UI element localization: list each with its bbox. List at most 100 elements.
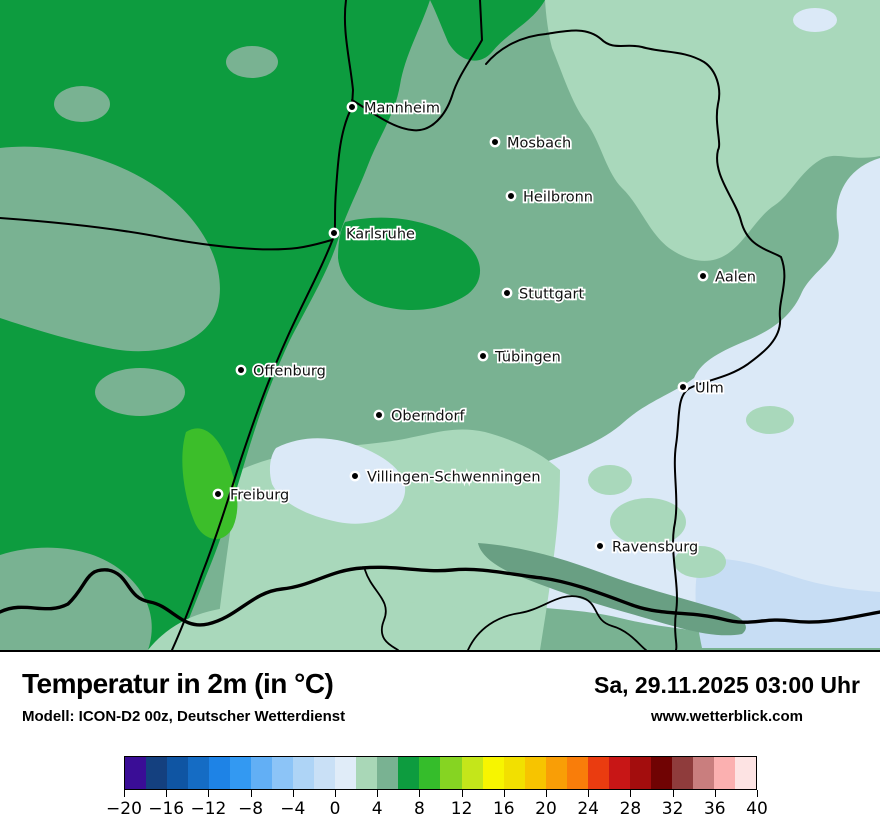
city-dot-icon [505,190,517,202]
city-dot-icon [212,488,224,500]
colorbar-segment [188,757,210,789]
colorbar-segment [461,757,483,789]
colorbar-tick-label: −20 [106,799,142,819]
colorbar-tick [166,790,168,797]
city-label: Ulm [695,381,724,397]
city-dot-icon [346,101,358,113]
website-url: www.wetterblick.com [651,708,803,725]
temp-zone-lightgreen-spot [674,546,726,578]
city-label: Offenburg [253,364,326,380]
border-schaffhausen-pocket [364,569,399,650]
temp-zone-sage-topleft [0,146,220,352]
city-marker-t-bingen: Tübingen [477,348,562,367]
city-marker-villingen-schwenningen: Villingen-Schwenningen [349,468,542,487]
city-label: Karlsruhe [346,227,415,243]
city-dot-icon [477,350,489,362]
colorbar-tick [672,790,674,797]
colorbar-tick-label: −4 [280,799,306,819]
colorbar-tick-label: 16 [492,799,515,819]
temp-zone-darkgreen-topcenter [430,0,545,61]
colorbar-segment [524,757,546,789]
colorbar-segment [167,757,189,789]
colorbar-segment [629,757,651,789]
colorbar-tick [714,790,716,797]
colorbar-segment [293,757,315,789]
colorbar-segment [314,757,336,789]
city-dot-icon [677,381,689,393]
colorbar-segment [356,757,378,789]
city-label: Oberndorf [391,409,465,425]
temp-zone-paleblue-spot [793,8,837,32]
colorbar-segment [713,757,735,789]
colorbar-tick-label: −12 [190,799,227,819]
city-dot-icon [594,540,606,552]
colorbar-tick [503,790,505,797]
colorbar-tick [757,790,758,797]
temp-zone-lightgreen-spot [588,465,632,495]
border-east-bavaria [485,29,786,650]
colorbar-segment [125,757,147,789]
temp-zone-paleblue-villingen [269,438,406,524]
city-marker-ravensburg: Ravensburg [594,538,700,557]
city-label: Villingen-Schwenningen [367,470,541,486]
colorbar-segment [482,757,504,789]
border-palatinate-diagonal [0,217,333,251]
colorbar-segment [587,757,609,789]
city-marker-stuttgart: Stuttgart [501,285,586,304]
city-marker-heilbronn: Heilbronn [505,188,595,207]
temperature-map: Mannheim Mosbach Heilbronn Karlsruhe Aalen St… [0,0,880,652]
city-marker-karlsruhe: Karlsruhe [328,225,417,244]
colorbar-tick-label: −8 [238,799,264,819]
colorbar-labels: −20 −16 −12 −8 −4 0 4 8 12 16 20 24 28 32 36 40 [106,799,768,821]
page-title: Temperatur in 2m (in °C) [22,668,334,699]
colorbar-segment [209,757,231,789]
colorbar-segment [440,757,462,789]
colorbar-tick [292,790,294,797]
colorbar-segment [335,757,357,789]
city-markers-layer: Mannheim Mosbach Heilbronn Karlsruhe Aalen St… [212,99,758,557]
colorbar-tick [588,790,590,797]
colorbar-segment [734,757,756,789]
city-dot-icon [349,470,361,482]
colorbar-segment [671,757,693,789]
colorbar-tick-label: 36 [703,799,726,819]
city-marker-aalen: Aalen [697,268,758,287]
temp-zone-darkgreen-karlsruhe [338,217,481,310]
colorbar-segment [398,757,420,789]
city-label: Freiburg [230,488,289,504]
colorbar-tick-label: 40 [746,799,768,819]
city-label: Ravensburg [612,540,698,556]
colorbar-segment [566,757,588,789]
model-info: Modell: ICON-D2 00z, Deutscher Wetterdie… [22,708,346,725]
colorbar-segment [692,757,714,789]
temp-zone-sage-spot [54,86,110,122]
city-dot-icon [373,409,385,421]
colorbar-tick [461,790,463,797]
colorbar-tick-label: 0 [329,799,341,819]
city-marker-mannheim: Mannheim [346,99,442,118]
footer-right-column: Sa, 29.11.2025 03:00 Uhr www.wetterblick… [594,672,860,725]
city-dot-icon [328,227,340,239]
colorbar-tick [630,790,632,797]
colorbar-segment [272,757,294,789]
temp-zone-lightgreen-spot [746,406,794,434]
colorbar-segment [230,757,252,789]
colorbar-tick-label: −16 [148,799,185,819]
temp-zone-lightgreen-spot [610,498,686,546]
city-label: Tübingen [494,350,561,366]
colorbar-tick-label: 24 [577,799,600,819]
colorbar-tick [419,790,421,797]
colorbar-tick [335,790,336,797]
colorbar-segment [650,757,672,789]
city-dot-icon [235,364,247,376]
colorbar-segment [545,757,567,789]
colorbar-ticks [124,790,758,798]
city-marker-offenburg: Offenburg [235,362,328,381]
city-label: Heilbronn [523,190,593,206]
colorbar-tick [124,790,125,797]
border-north-hessen [351,0,483,132]
temp-zone-lightgreen-northeast [545,0,880,261]
city-marker-mosbach: Mosbach [489,134,573,153]
colorbar-tick [208,790,210,797]
